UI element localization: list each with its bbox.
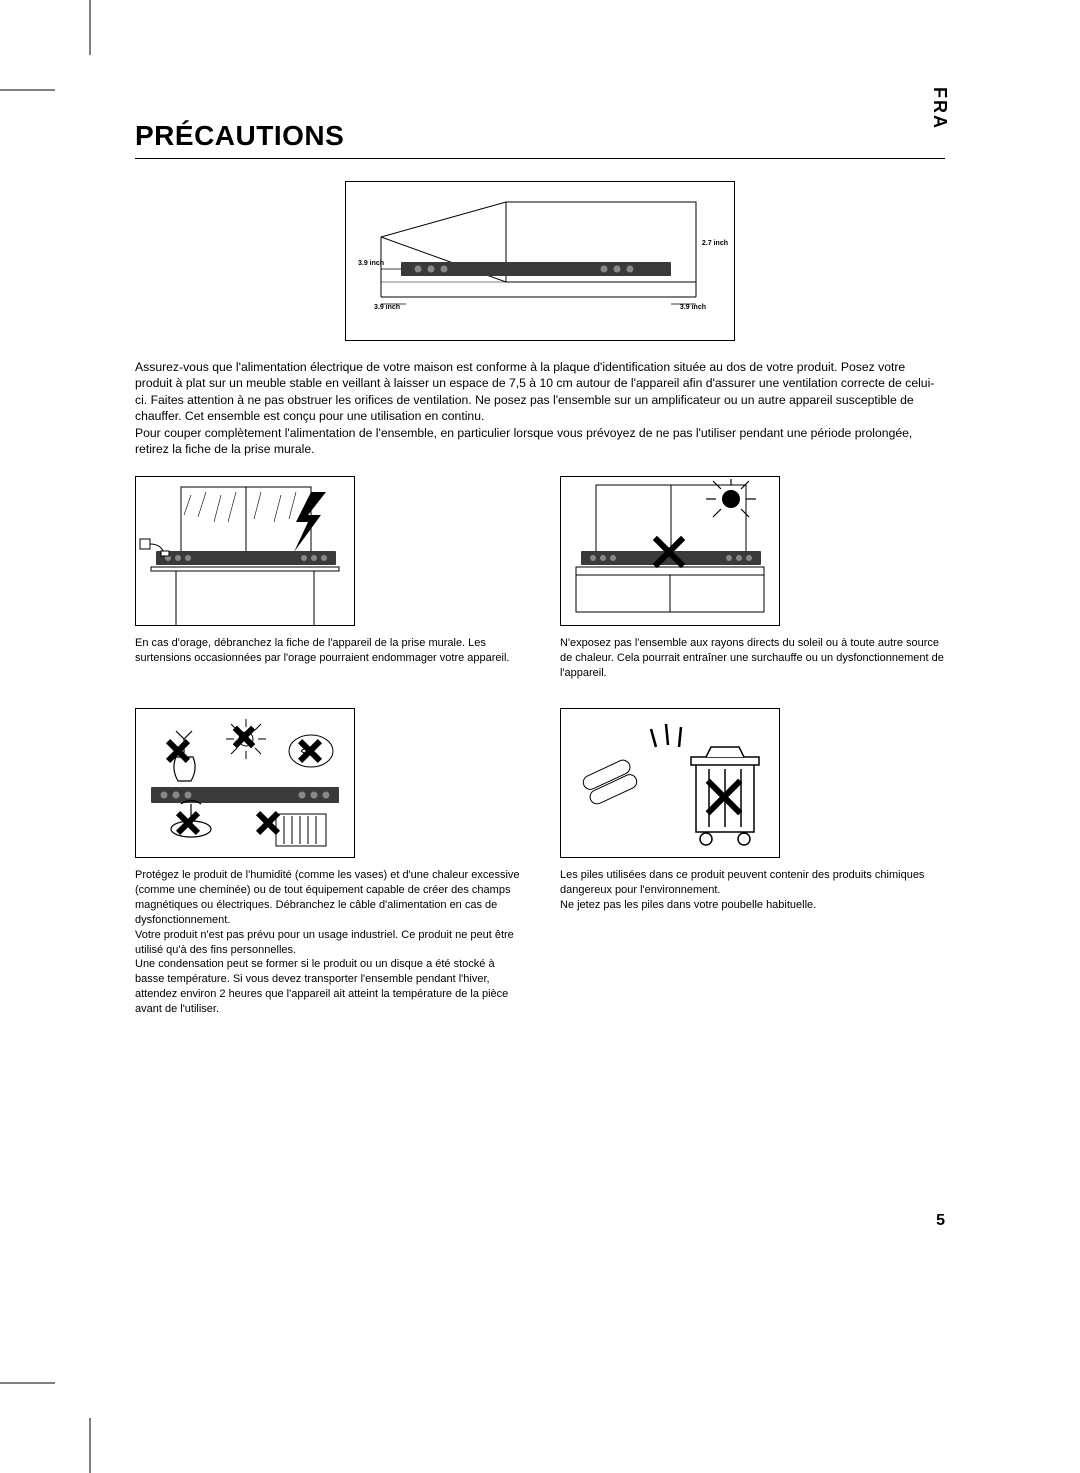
clearance-diagram: 3.9 inch 2.7 inch 3.9 inch 3.9 inch: [345, 181, 735, 341]
cabinet-illustration: [346, 182, 734, 340]
page-content: FRA PRÉCAUTIONS 3.9 inch 2.7 inch 3.9 in…: [135, 120, 945, 1017]
caption-storm: En cas d'orage, débranchez la fiche de l…: [135, 636, 520, 666]
caption-humidity: Protégez le produit de l'humidité (comme…: [135, 868, 520, 1016]
cross-icon: [701, 774, 747, 820]
figure-humidity: [135, 708, 355, 858]
cross-icon: [649, 532, 689, 572]
block-sun: N'exposez pas l'ensemble aux rayons dire…: [560, 476, 945, 681]
cross-icon: [231, 724, 257, 750]
figure-sun: [560, 476, 780, 626]
caption-sun: N'exposez pas l'ensemble aux rayons dire…: [560, 636, 945, 681]
measure-left: 3.9 inch: [358, 260, 384, 267]
page-title: PRÉCAUTIONS: [135, 120, 945, 159]
caption-batteries: Les piles utilisées dans ce produit peuv…: [560, 868, 945, 913]
intro-paragraph: Assurez-vous que l'alimentation électriq…: [135, 359, 945, 458]
measure-bottom-left: 3.9 inch: [374, 304, 400, 311]
block-batteries: Les piles utilisées dans ce produit peuv…: [560, 708, 945, 1016]
cross-icon: [164, 737, 192, 765]
block-storm: En cas d'orage, débranchez la fiche de l…: [135, 476, 520, 681]
language-tab: FRA: [929, 87, 950, 130]
page-number: 5: [936, 1212, 945, 1230]
cross-icon: [254, 809, 282, 837]
cross-icon: [174, 809, 202, 837]
figure-batteries: [560, 708, 780, 858]
measure-bottom-right: 3.9 inch: [680, 304, 706, 311]
figure-storm: [135, 476, 355, 626]
cross-icon: [296, 737, 324, 765]
block-humidity: Protégez le produit de l'humidité (comme…: [135, 708, 520, 1016]
measure-right: 2.7 inch: [702, 240, 728, 247]
